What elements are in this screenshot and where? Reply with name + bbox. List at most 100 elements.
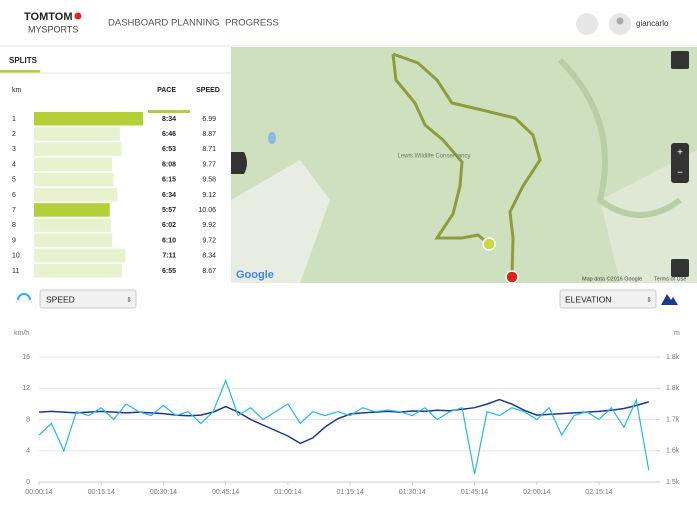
y2-axis-label: m	[674, 330, 680, 337]
split-pace: 6:34	[162, 192, 176, 199]
pace-bar	[34, 172, 114, 187]
nav-link[interactable]: DASHBOARD	[108, 18, 168, 29]
zoom-controls[interactable]	[671, 143, 689, 183]
x-tick-label: 00:00:14	[25, 489, 52, 496]
collapse-button[interactable]	[231, 152, 247, 174]
zoom-out[interactable]: −	[677, 168, 683, 179]
split-rows: 1 8:34 6.99 2 6:46 8.87 3 6:53 8.71 4 6:08 9.77 5 6:1…	[12, 112, 216, 278]
pace-bar	[34, 264, 122, 278]
x-tick-label: 01:15:14	[336, 489, 363, 496]
pace-bar	[34, 157, 112, 172]
column-header: PACE	[157, 87, 176, 94]
split-speed: 9.58	[202, 177, 216, 184]
y2-tick-label: 1.7k	[666, 416, 680, 423]
pace-bar	[34, 233, 113, 248]
split-speed: 8.71	[202, 146, 216, 153]
column-header: km	[12, 87, 22, 94]
start-marker	[482, 237, 496, 251]
split-km: 10	[12, 253, 20, 260]
pace-indicator	[148, 110, 190, 113]
pace-bar	[34, 218, 111, 232]
fullscreen-button[interactable]	[671, 259, 689, 277]
split-speed: 9.72	[202, 237, 216, 244]
zoom-in[interactable]: +	[677, 148, 683, 159]
notifications-button[interactable]	[576, 13, 598, 35]
series-line	[38, 378, 650, 475]
split-km: 2	[12, 131, 16, 138]
x-tick-label: 00:15:14	[88, 489, 115, 496]
y2-tick-label: 1.8k	[666, 385, 680, 392]
logo: TOMTOM	[24, 11, 72, 23]
split-km: 1	[12, 116, 16, 123]
select-arrow: ⇕	[646, 296, 652, 304]
x-tick-label: 02:15:14	[585, 489, 612, 496]
y-tick-label: 0	[26, 479, 30, 486]
split-pace: 8:34	[162, 116, 176, 123]
split-pace: 6:46	[162, 131, 176, 138]
user-name[interactable]: giancarlo	[636, 19, 669, 28]
map[interactable]: Lewis Wildlife Conservancy + − Google Ma…	[231, 47, 697, 284]
menu-button[interactable]	[671, 51, 689, 69]
split-km: 4	[12, 161, 16, 168]
avatar-icon	[616, 17, 624, 25]
split-speed: 9.77	[202, 161, 216, 168]
logo-mark	[74, 12, 82, 20]
split-km: 9	[12, 237, 16, 244]
y-tick-label: 12	[22, 385, 30, 392]
y-tick-label: 16	[22, 354, 30, 361]
split-pace: 6:53	[162, 146, 176, 153]
tab-indicator	[0, 70, 40, 73]
split-pace: 6:10	[162, 237, 176, 244]
pace-bar	[34, 142, 122, 156]
speed-icon	[17, 293, 31, 301]
x-tick-label: 01:45:14	[461, 489, 488, 496]
split-km: 7	[12, 207, 16, 214]
x-tick-label: 00:45:14	[212, 489, 239, 496]
split-speed: 8.67	[202, 268, 216, 275]
y-axis-label: km/h	[14, 330, 29, 337]
chart: km/h m 0 4 8 12 16 1.5k 1.6k 1.7k 1.8k 1.8k 00:00:…	[14, 330, 680, 496]
route	[391, 52, 542, 277]
split-km: 8	[12, 222, 16, 229]
map-place-label: Lewis Wildlife Conservancy	[397, 154, 470, 160]
split-speed: 6.99	[202, 116, 216, 123]
x-tick-label: 00:30:14	[150, 489, 177, 496]
split-speed: 8.87	[202, 131, 216, 138]
x-tick-label: 02:00:14	[523, 489, 550, 496]
finish-marker	[505, 270, 519, 284]
split-pace: 6:55	[162, 268, 176, 275]
split-speed: 8.34	[202, 253, 216, 260]
split-km: 5	[12, 177, 16, 184]
y-tick-label: 8	[26, 416, 30, 423]
column-header: SPEED	[196, 87, 220, 94]
split-speed: 10.06	[198, 207, 216, 214]
pace-bar	[34, 203, 110, 217]
nav-link[interactable]: PROGRESS	[225, 18, 279, 29]
splits-title: SPLITS	[9, 56, 38, 65]
y2-tick-label: 1.6k	[666, 448, 680, 455]
select-arrow: ⇕	[126, 296, 132, 304]
left-metric[interactable]: SPEED	[46, 294, 75, 304]
right-metric[interactable]: ELEVATION	[565, 294, 611, 304]
map-area	[231, 160, 330, 283]
elevation-icon	[661, 294, 678, 305]
nav-link[interactable]: PLANNING	[171, 18, 220, 29]
right-metric-select[interactable]	[559, 289, 657, 309]
x-tick-label: 01:00:14	[274, 489, 301, 496]
pace-bar	[34, 188, 118, 202]
split-pace: 6:02	[162, 222, 176, 229]
left-metric-select[interactable]	[39, 289, 137, 309]
product-name: MYSPORTS	[28, 24, 78, 34]
map-terms[interactable]: Terms of Use	[654, 276, 686, 282]
pace-bar	[34, 248, 126, 263]
split-km: 6	[12, 192, 16, 199]
y-tick-label: 4	[26, 448, 30, 455]
x-tick-label: 01:30:14	[399, 489, 426, 496]
pace-bar	[34, 112, 144, 126]
split-speed: 9.12	[202, 192, 216, 199]
split-pace: 5:57	[162, 207, 176, 214]
map-attribution: Map data ©2016 Google	[582, 275, 642, 282]
split-pace: 6:08	[162, 161, 176, 168]
y2-tick-label: 1.8k	[666, 354, 680, 361]
